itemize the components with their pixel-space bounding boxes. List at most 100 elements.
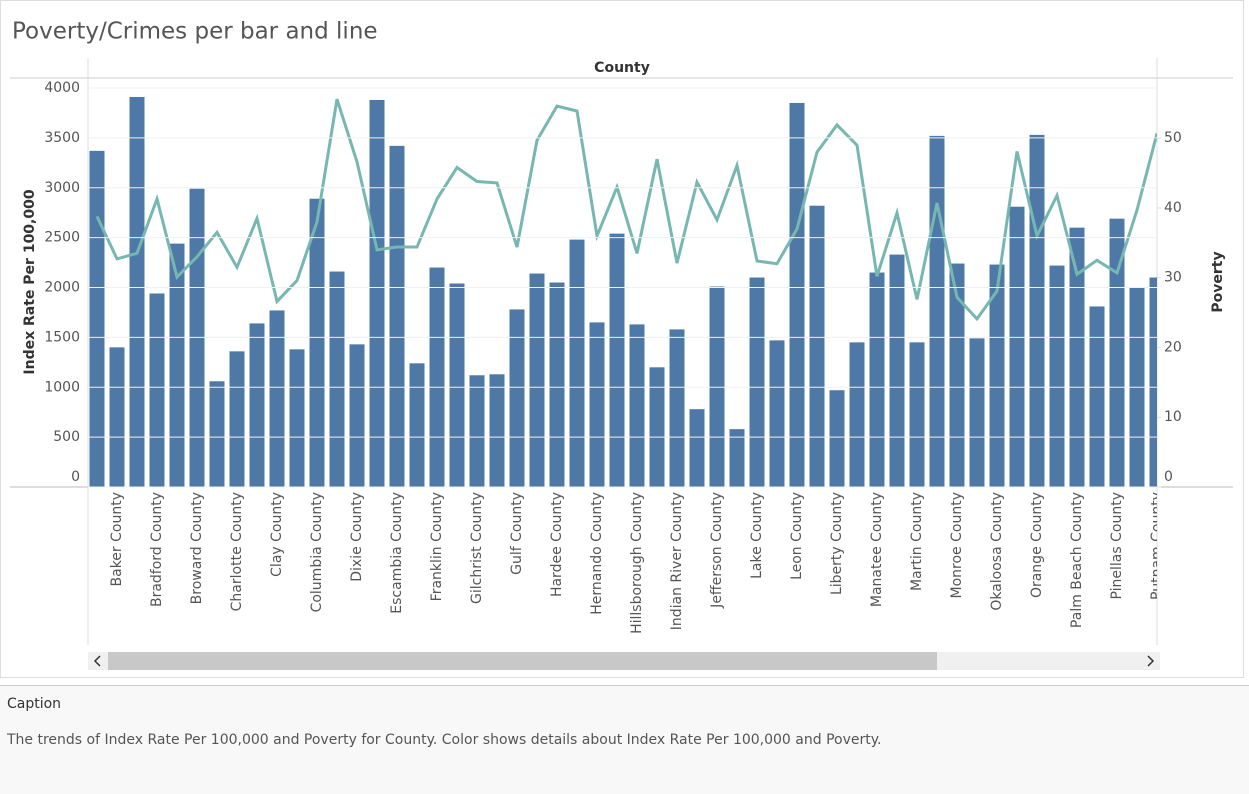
caption-label: Caption <box>7 696 62 712</box>
bar <box>469 375 485 487</box>
x-tick-label: Palm Beach County <box>1069 492 1085 628</box>
x-tick-label: Charlotte County <box>229 492 245 611</box>
bar <box>629 324 645 487</box>
caption-panel: Caption The trends of Index Rate Per 100… <box>0 685 1249 794</box>
chart: Poverty/Crimes per bar and line County I… <box>0 0 1244 678</box>
x-tick-label: Liberty County <box>829 492 845 595</box>
bar <box>129 96 145 487</box>
bar <box>889 254 905 487</box>
scroll-left[interactable] <box>93 655 101 667</box>
bar <box>1049 265 1065 487</box>
y-tick-label: 1000 <box>44 379 80 395</box>
bar <box>569 239 585 487</box>
bar <box>349 344 365 487</box>
bar <box>769 340 785 487</box>
bar <box>1069 227 1085 487</box>
bar <box>869 272 885 487</box>
x-tick-label: Gilchrist County <box>469 492 485 604</box>
y-axis-title: Index Rate Per 100,000 <box>22 189 38 374</box>
x-tick-label: Lake County <box>749 492 765 579</box>
x-tick-label: Putnam County <box>1149 492 1165 600</box>
x-labels: Baker County Bradford County Broward Count… <box>109 492 1165 634</box>
x-tick-label: Hillsborough County <box>629 492 645 634</box>
x-tick-label: Clay County <box>269 492 285 577</box>
bar <box>409 363 425 487</box>
bar <box>1109 218 1125 488</box>
bar <box>1089 306 1105 487</box>
x-tick-label: Columbia County <box>309 492 325 612</box>
bar <box>729 429 745 487</box>
bar <box>249 323 265 487</box>
bar <box>969 338 985 487</box>
y2-tick-label: 20 <box>1164 339 1182 355</box>
y-tick-label: 3500 <box>44 130 80 146</box>
bar <box>289 349 305 487</box>
x-tick-label: Franklin County <box>429 492 445 601</box>
scroll-thumb[interactable] <box>108 652 937 670</box>
bar <box>949 263 965 487</box>
x-tick-label: Manatee County <box>869 492 885 607</box>
bar <box>449 283 465 487</box>
y2-tick-label: 10 <box>1164 409 1182 425</box>
bar <box>749 277 765 487</box>
bar <box>389 145 405 488</box>
x-tick-label: Indian River County <box>669 492 685 630</box>
bar <box>509 309 525 487</box>
bar <box>649 367 665 487</box>
x-tick-label: Martin County <box>909 492 925 591</box>
bar <box>329 271 345 487</box>
bar <box>609 233 625 487</box>
bar <box>369 99 385 487</box>
y2-tick-label: 50 <box>1164 130 1182 146</box>
bar <box>89 150 105 487</box>
x-header: County <box>594 60 650 76</box>
bar <box>169 243 185 487</box>
bar <box>429 267 445 487</box>
bar <box>109 347 125 487</box>
y-tick-label: 2500 <box>44 230 80 246</box>
caption-text: The trends of Index Rate Per 100,000 and… <box>7 732 882 748</box>
x-tick-label: Orange County <box>1029 492 1045 598</box>
bar <box>689 409 705 487</box>
y-tick-label: 500 <box>53 429 80 445</box>
x-tick-label: Baker County <box>109 492 125 586</box>
y2-tick-label: 30 <box>1164 270 1182 286</box>
x-tick-label: Escambia County <box>389 492 405 614</box>
x-tick-label: Leon County <box>789 492 805 580</box>
bar <box>1149 277 1157 487</box>
bar <box>269 310 285 487</box>
y-tick-label: 3000 <box>44 180 80 196</box>
x-tick-label: Hernando County <box>589 492 605 615</box>
bar <box>989 264 1005 487</box>
bar <box>809 205 825 487</box>
bar <box>209 381 225 487</box>
x-tick-label: Gulf County <box>509 492 525 575</box>
x-tick-label: Dixie County <box>349 492 365 582</box>
bar <box>849 342 865 487</box>
bar <box>669 329 685 487</box>
y-tick-label: 1500 <box>44 329 80 345</box>
bar <box>489 374 505 487</box>
bar <box>909 342 925 487</box>
bar <box>929 135 945 487</box>
chart-title: Poverty/Crimes per bar and line <box>12 19 378 45</box>
y-tick-label: 0 <box>71 469 80 485</box>
x-tick-label: Hardee County <box>549 492 565 597</box>
y2-tick-label: 40 <box>1164 200 1182 216</box>
bar <box>309 198 325 487</box>
x-tick-label: Jefferson County <box>709 492 725 609</box>
bar <box>149 293 165 487</box>
bar <box>229 351 245 487</box>
x-tick-label: Pinellas County <box>1109 492 1125 599</box>
bar <box>529 273 545 487</box>
y2-tick-label: 0 <box>1164 469 1173 485</box>
x-tick-label: Okaloosa County <box>989 492 1005 611</box>
y-tick-label: 2000 <box>44 280 80 296</box>
bar <box>589 322 605 487</box>
y2-axis-title: Poverty <box>1210 251 1226 312</box>
bar <box>1009 206 1025 487</box>
bar <box>549 282 565 487</box>
y-tick-label: 4000 <box>44 80 80 96</box>
scroll-right[interactable] <box>1147 655 1155 667</box>
